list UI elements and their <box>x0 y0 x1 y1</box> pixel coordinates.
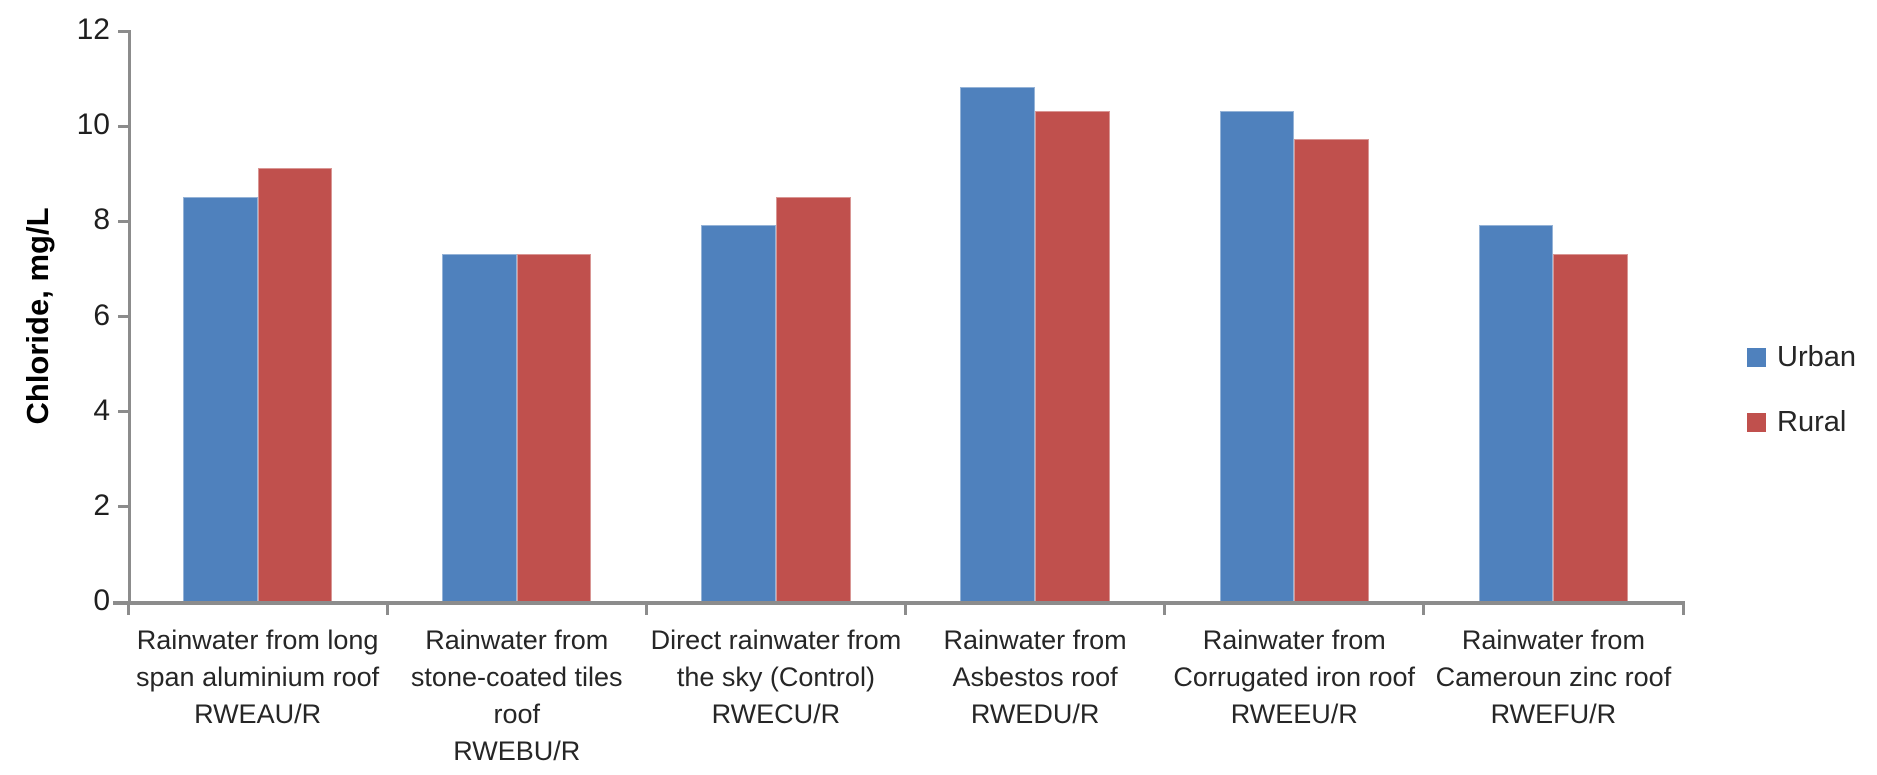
x-tick-mark <box>644 601 648 615</box>
y-axis-line <box>128 30 131 605</box>
category-label-2: Rainwater from stone-coated tiles roof R… <box>410 625 623 766</box>
y-tick-label: 2 <box>93 488 110 522</box>
bar-urban-3 <box>701 225 776 601</box>
bar-urban-5 <box>1219 110 1295 601</box>
legend-label-rural: Rural <box>1777 406 1847 438</box>
bar-urban-2 <box>442 253 517 601</box>
y-tick-mark <box>118 124 128 128</box>
bar-rural-6 <box>1553 253 1629 601</box>
y-tick-label: 0 <box>93 584 110 617</box>
y-tick-mark <box>118 219 128 223</box>
bar-rural-1 <box>257 167 333 601</box>
y-tick-label: 10 <box>76 108 110 142</box>
x-tick-mark <box>1681 601 1685 615</box>
category-label-1: Rainwater from long span aluminium roof … <box>136 625 380 729</box>
y-tick-mark <box>118 600 128 604</box>
x-tick-mark <box>1163 601 1167 615</box>
y-tick-mark <box>118 410 128 414</box>
y-tick-label: 4 <box>93 393 110 427</box>
x-axis-line <box>113 601 1685 605</box>
legend-label-urban: Urban <box>1777 341 1856 373</box>
x-tick-mark <box>1422 601 1426 615</box>
x-tick-mark <box>904 601 907 615</box>
category-label-5: Rainwater from Corrugated iron roof RWEE… <box>1173 625 1416 729</box>
category-label-6: Rainwater from Cameroun zinc roof RWEFU/… <box>1435 625 1672 729</box>
bar-rural-2 <box>516 253 592 601</box>
category-label-4: Rainwater from Asbestos roof RWEDU/R <box>943 625 1127 729</box>
y-tick-label: 12 <box>76 13 110 46</box>
x-tick-mark <box>126 601 130 615</box>
bar-rural-4 <box>1035 110 1110 601</box>
bar-urban-4 <box>960 87 1036 601</box>
category-label-3: Direct rainwater from the sky (Control) … <box>650 625 902 729</box>
legend-entry-rural: Rural <box>1747 405 1856 439</box>
bar-urban-1 <box>182 196 258 601</box>
x-tick-mark <box>385 601 389 615</box>
y-tick-label: 6 <box>93 298 110 332</box>
legend-entry-urban: Urban <box>1747 340 1856 374</box>
y-tick-label: 8 <box>93 203 110 237</box>
legend-swatch-rural <box>1747 412 1766 432</box>
legend: Urban Rural <box>1747 340 1856 439</box>
legend-swatch-urban <box>1747 347 1766 367</box>
bar-rural-3 <box>775 196 851 601</box>
bar-urban-6 <box>1478 225 1554 601</box>
y-tick-mark <box>118 29 128 33</box>
y-tick-mark <box>118 505 128 509</box>
bar-rural-5 <box>1294 139 1369 601</box>
y-tick-mark <box>118 315 128 318</box>
